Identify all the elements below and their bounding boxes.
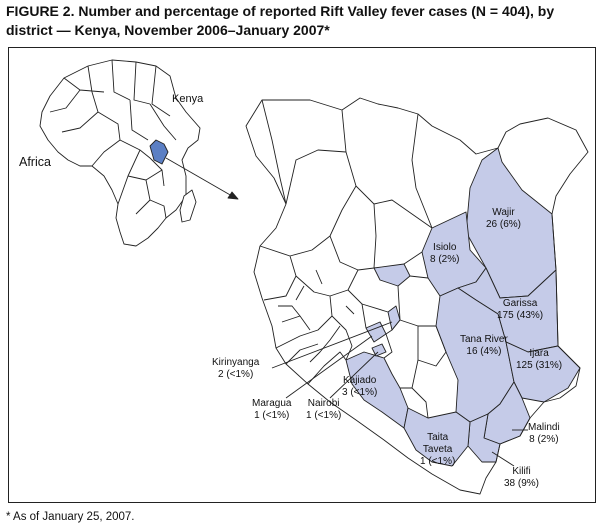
label-kilifi: Kilifi 38 (9%) — [504, 466, 540, 489]
kenya-outline — [245, 97, 589, 495]
district-nairobi — [371, 343, 387, 357]
leader-kirinyanga — [271, 321, 393, 369]
label-kenya-inset: Kenya — [172, 93, 204, 105]
district-kirinyanga — [387, 305, 401, 331]
label-garissa: Garissa 175 (43%) — [497, 298, 544, 321]
locator-arrow — [165, 157, 233, 197]
label-nairobi: Nairobi 1 (<1%) — [306, 398, 342, 421]
label-maragua: Maragua 1 (<1%) — [252, 398, 292, 421]
label-malindi: Malindi 8 (2%) — [528, 422, 560, 445]
label-kajiado: Kajiado 3 (<1%) — [342, 375, 378, 398]
madagascar-outline — [179, 189, 197, 223]
district-taita-taveta — [403, 407, 471, 467]
label-taita-taveta: Taita Taveta 1 (<1%) — [420, 432, 456, 467]
label-ijara: Ijara 125 (31%) — [516, 348, 563, 371]
leader-nairobi — [329, 351, 379, 399]
district-laikipia-strip — [373, 263, 411, 287]
label-isiolo: Isiolo 8 (2%) — [430, 242, 460, 265]
district-boundaries — [259, 99, 447, 419]
africa-borders — [49, 59, 177, 219]
label-wajir: Wajir 26 (6%) — [486, 207, 522, 230]
leader-kilifi — [491, 451, 515, 467]
leader-maragua — [285, 335, 373, 399]
label-tana-river: Tana River 16 (4%) — [460, 334, 508, 357]
figure-title: FIGURE 2. Number and percentage of repor… — [6, 3, 555, 38]
affected-districts — [345, 147, 581, 467]
africa-outline — [39, 59, 201, 247]
footnote: * As of January 25, 2007. — [6, 511, 135, 523]
kenya-inset-shape — [149, 139, 169, 165]
label-kirinyanga: Kirinyanga 2 (<1%) — [212, 357, 260, 380]
arrow-head — [227, 191, 239, 200]
map-frame — [8, 47, 596, 503]
label-africa: Africa — [19, 155, 51, 169]
